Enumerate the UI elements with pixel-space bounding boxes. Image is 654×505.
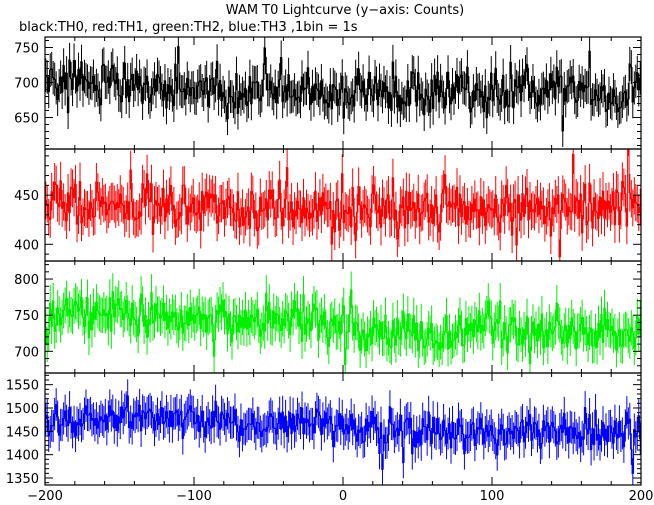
x-tick-label: 100 [480,489,505,504]
x-tick-label: 200 [629,489,654,504]
y-tick-label: 1550 [6,379,39,394]
y-tick-label: 1500 [6,402,39,417]
series-th1-line [45,149,641,261]
y-tick-label: 800 [14,273,39,288]
x-tick-label: −200 [27,489,63,504]
y-tick-label: 750 [14,42,39,57]
y-tick-label: 700 [14,345,39,360]
panel-th3: 1350 1400 1450 1500 1550 [6,372,642,487]
y-tick-label: 450 [14,189,39,204]
y-tick-label: 400 [14,238,39,253]
y-tick-label: 750 [14,309,39,324]
panel-frame [44,260,642,374]
y-tick-label: 1350 [6,472,39,487]
series-th3-line [45,379,641,485]
panel-th0: 650 700 750 [14,36,642,150]
x-tick-label: 0 [339,489,347,504]
series-th0-line [45,37,641,147]
chart-title: WAM T0 Lightcurve (y−axis: Counts) [226,3,464,18]
panel-th1: 400 450 [14,148,642,262]
y-tick-label: 650 [14,112,39,127]
y-tick-label: 1450 [6,425,39,440]
y-tick-label: 1400 [6,449,39,464]
panel-th2: 700 750 800 [14,260,642,374]
chart-subtitle: black:TH0, red:TH1, green:TH2, blue:TH3 … [19,20,358,35]
x-axis: −200 −100 0 100 200 [27,489,653,504]
panels-group: 650 700 750 400 450 700 750 800 1350 1400 1450 1500… [6,36,642,487]
x-tick-label: −100 [176,489,212,504]
y-tick-label: 700 [14,77,39,92]
series-th2-line [45,271,641,373]
